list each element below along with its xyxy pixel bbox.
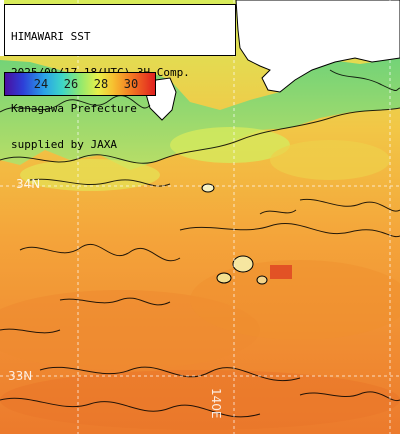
warm-band xyxy=(0,370,400,430)
sst-contours xyxy=(0,69,400,418)
lon-label-140e: 140E xyxy=(209,388,223,419)
land-north xyxy=(235,0,400,93)
legend-tick-26: 26 xyxy=(63,77,79,91)
hot-spot xyxy=(270,265,292,279)
sst-color-legend: 24 26 28 30 xyxy=(4,72,156,96)
island xyxy=(216,272,232,284)
island xyxy=(256,275,268,285)
warm-band xyxy=(190,260,400,340)
island xyxy=(232,255,254,273)
caption-region: Kanagawa Prefecture xyxy=(11,102,137,115)
lat-label-34n: 34N xyxy=(16,177,41,191)
caption-title: HIMAWARI SST xyxy=(11,30,91,43)
legend-tick-28: 28 xyxy=(93,77,109,91)
caption-credit: supplied by JAXA xyxy=(11,138,117,151)
lat-label-33n: 33N xyxy=(8,369,33,383)
land-northwest xyxy=(0,0,4,56)
warm-patch xyxy=(270,140,390,180)
legend-tick-30: 30 xyxy=(123,77,139,91)
warm-patch xyxy=(20,159,160,191)
map-caption: HIMAWARI SST 2025/09/17 18(UTC) 3H Comp.… xyxy=(4,4,236,151)
legend-tick-24: 24 xyxy=(33,77,49,91)
island xyxy=(201,183,215,193)
warm-patch xyxy=(170,127,290,163)
